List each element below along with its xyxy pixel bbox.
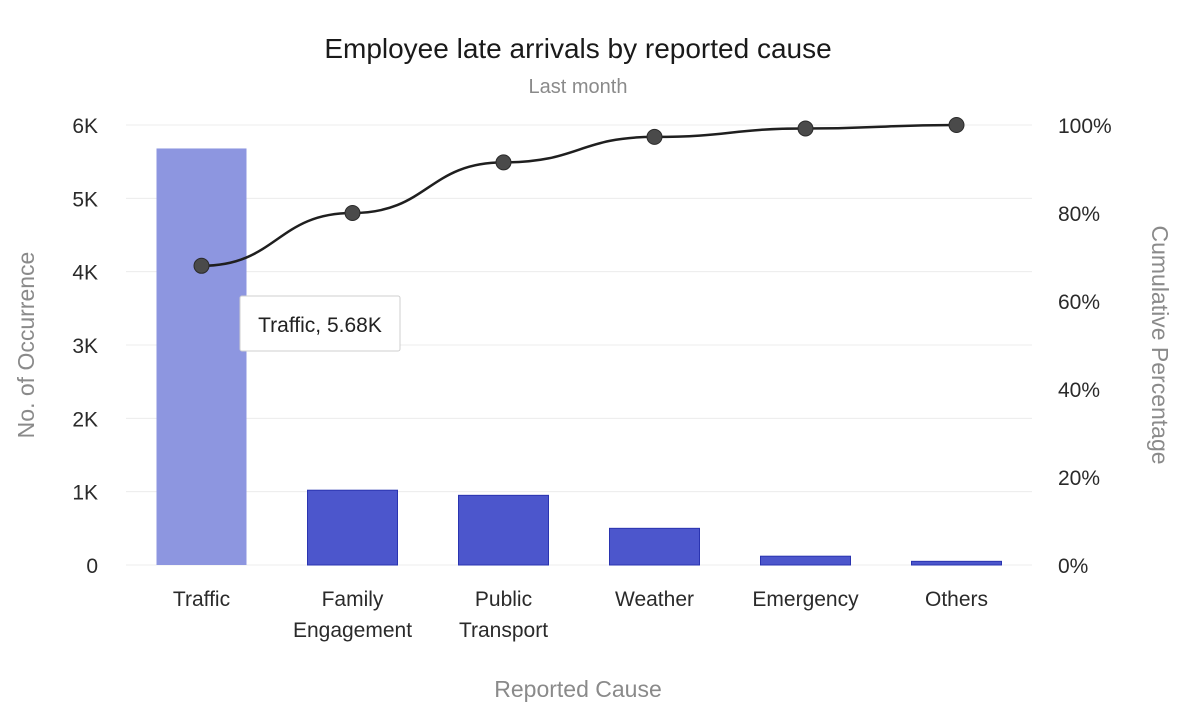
x-tick-label-line: Weather <box>615 588 694 611</box>
y-tick-label: 3K <box>72 335 98 358</box>
y-tick-label: 2K <box>72 408 98 431</box>
y2-tick-label: 40% <box>1058 379 1100 402</box>
cumulative-line-series <box>193 117 965 274</box>
y-tick-label: 5K <box>72 188 98 211</box>
bar <box>307 489 398 566</box>
x-tick-label: Traffic <box>173 588 230 611</box>
tooltip-text: Traffic, 5.68K <box>258 314 382 337</box>
y2-tick-label: 20% <box>1058 467 1100 490</box>
bar <box>458 494 549 566</box>
x-axis-ticks: Traffic Family Engagement Public Transport We… <box>173 588 988 642</box>
x-tick-label: Public Transport <box>459 588 548 642</box>
bar <box>911 560 1002 566</box>
bar <box>760 555 851 566</box>
cumulative-point <box>193 257 210 274</box>
chart-subtitle: Last month <box>529 76 628 98</box>
y-tick-label: 4K <box>72 262 98 285</box>
chart-title: Employee late arrivals by reported cause <box>324 33 831 64</box>
bar <box>609 527 700 566</box>
y-tick-label: 6K <box>72 115 98 138</box>
y-axis-ticks: 0 1K 2K 3K 4K 5K 6K <box>72 115 98 578</box>
y-tick-label: 1K <box>72 482 98 505</box>
y2-tick-label: 80% <box>1058 203 1100 226</box>
x-tick-label-line: Emergency <box>752 588 859 611</box>
x-tick-label-line: Family <box>322 588 384 611</box>
y2-tick-label: 100% <box>1058 115 1112 138</box>
y-tick-label: 0 <box>86 555 98 578</box>
cumulative-point <box>495 154 512 171</box>
x-tick-label: Others <box>925 588 988 611</box>
cumulative-point <box>646 128 663 145</box>
x-tick-label: Weather <box>615 588 694 611</box>
bar-highlighted <box>156 148 247 565</box>
x-tick-label: Family Engagement <box>293 588 412 642</box>
bar-series <box>156 148 1002 566</box>
y2-tick-label: 0% <box>1058 555 1088 578</box>
cumulative-point <box>948 117 965 133</box>
x-axis-title: Reported Cause <box>494 676 662 702</box>
tooltip-box <box>239 295 401 352</box>
cumulative-point <box>344 205 361 221</box>
x-tick-label-line: Transport <box>459 619 548 642</box>
tooltip: Traffic, 5.68K <box>239 295 401 352</box>
x-tick-label-line: Traffic <box>173 588 230 611</box>
y2-axis-title: Cumulative Percentage <box>1147 225 1173 464</box>
cumulative-point <box>797 120 814 137</box>
y-axis-title: No. of Occurrence <box>13 252 39 439</box>
x-tick-label-line: Public <box>475 588 532 611</box>
x-tick-label: Emergency <box>752 588 859 611</box>
x-tick-label-line: Others <box>925 588 988 611</box>
y2-axis-ticks: 0% 20% 40% 60% 80% 100% <box>1058 115 1112 578</box>
cumulative-line <box>201 123 957 268</box>
y2-tick-label: 60% <box>1058 291 1100 314</box>
x-tick-label-line: Engagement <box>293 619 412 642</box>
